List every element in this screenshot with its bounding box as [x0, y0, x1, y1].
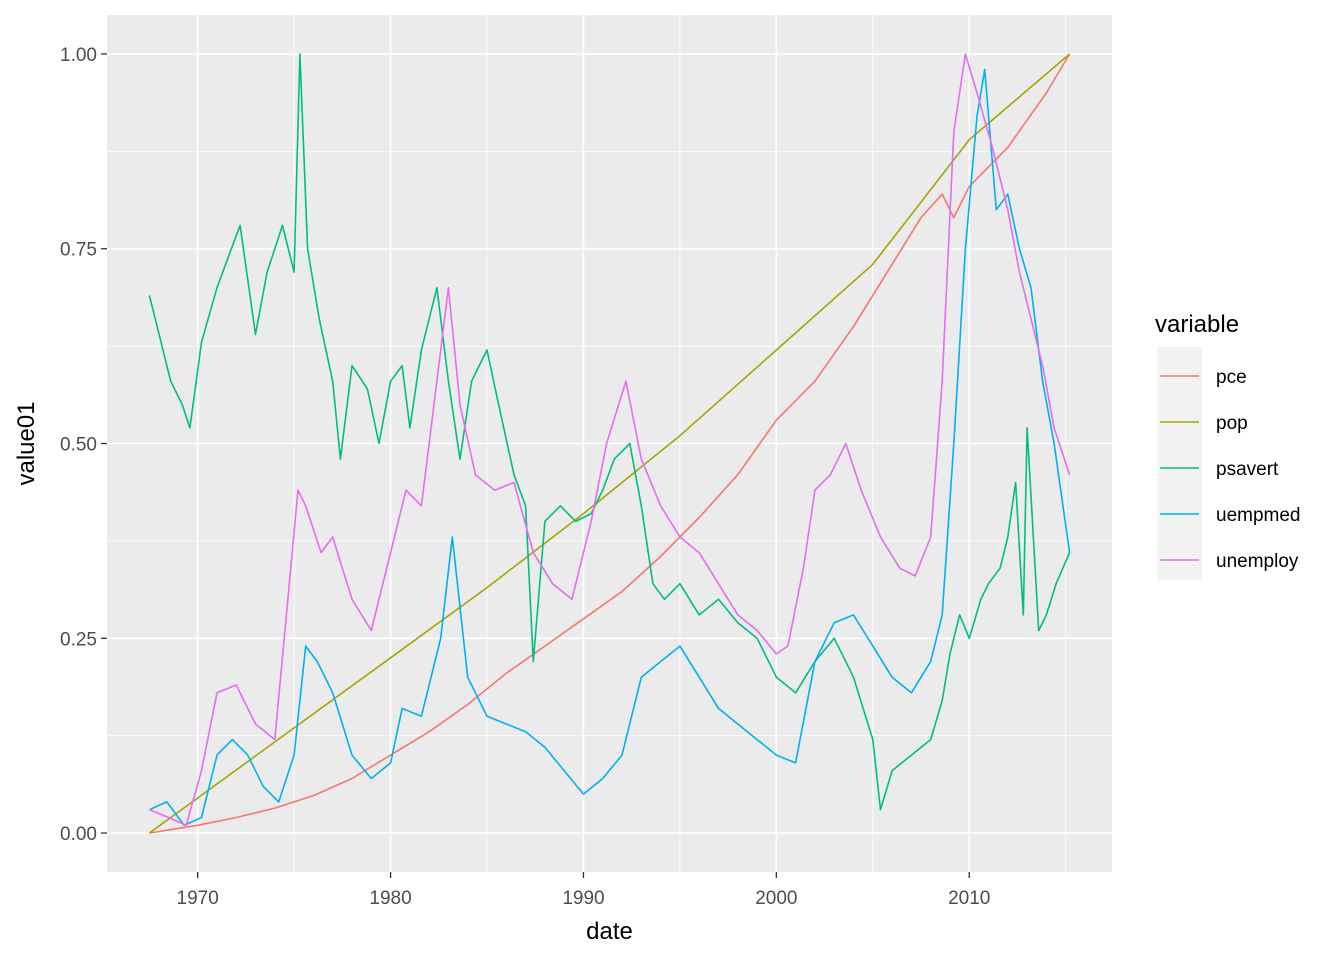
- y-tick-label: 0.00: [60, 824, 97, 845]
- x-tick-label: 1970: [177, 888, 219, 909]
- x-tick-label: 2000: [755, 888, 797, 909]
- legend: variable pce pop psavert uempmed unemploy: [1155, 311, 1301, 580]
- legend-label-unemploy: unemploy: [1216, 551, 1299, 572]
- y-axis: 0.00 0.25 0.50 0.75 1.00: [60, 45, 107, 845]
- y-tick-label: 0.25: [60, 629, 97, 650]
- legend-label-psavert: psavert: [1216, 459, 1279, 480]
- legend-label-uempmed: uempmed: [1216, 505, 1301, 526]
- y-tick-label: 0.75: [60, 240, 97, 261]
- legend-label-pop: pop: [1216, 413, 1248, 434]
- legend-title: variable: [1155, 311, 1239, 338]
- x-tick-label: 1980: [369, 888, 411, 909]
- y-tick-label: 1.00: [60, 45, 97, 66]
- legend-label-pce: pce: [1216, 367, 1247, 388]
- x-tick-label: 2010: [948, 888, 990, 909]
- x-axis: 1970 1980 1990 2000 2010: [177, 872, 990, 909]
- series-line-pop: [148, 53, 1071, 834]
- y-axis-title: value01: [13, 401, 40, 485]
- x-tick-label: 1990: [562, 888, 604, 909]
- series-line-uempmed: [149, 68, 1071, 827]
- x-axis-title: date: [586, 918, 633, 945]
- legend-key-background: [1157, 347, 1202, 580]
- series-line-unemploy: [149, 53, 1071, 827]
- y-tick-label: 0.50: [60, 435, 97, 456]
- series-line-psavert: [148, 53, 1071, 811]
- series-layer: [148, 53, 1071, 834]
